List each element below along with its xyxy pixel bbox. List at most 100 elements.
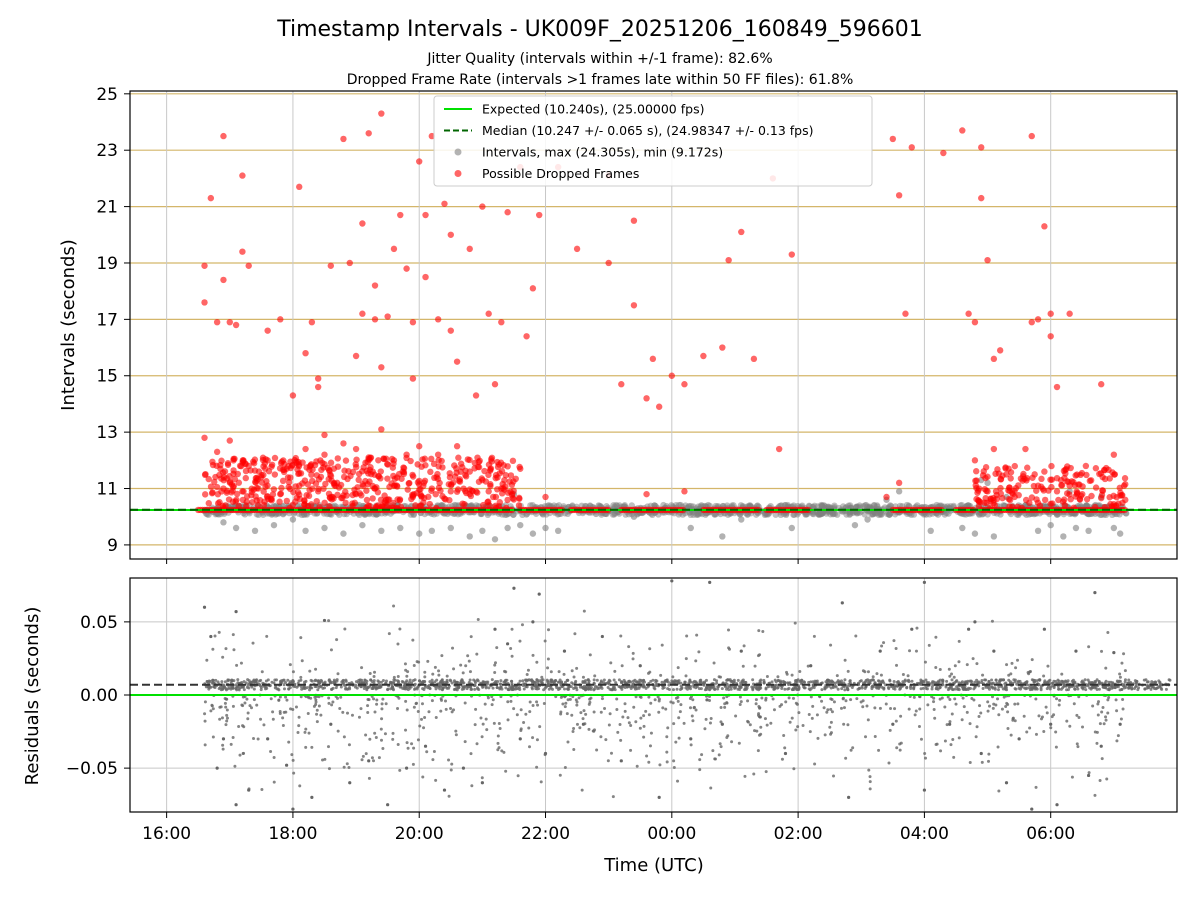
interval-point — [1116, 530, 1124, 537]
residual-marker — [973, 685, 977, 689]
residual-marker — [295, 685, 299, 689]
dropped-frame-marker — [501, 476, 508, 484]
residual-marker — [887, 761, 891, 765]
dropped-frame-marker — [1019, 477, 1026, 484]
dropped-frame-point — [1041, 468, 1048, 475]
residual-marker — [1045, 711, 1049, 715]
residual-marker — [284, 695, 288, 699]
residual-marker — [445, 674, 449, 678]
residual-marker — [448, 678, 452, 682]
dropped-frame-marker — [285, 483, 292, 491]
residual-marker — [873, 735, 877, 739]
dropped-frame-marker — [296, 470, 303, 477]
dropped-frame-point — [213, 318, 221, 326]
residual-marker — [794, 701, 798, 705]
residual-marker — [504, 686, 508, 690]
residual-marker — [282, 687, 286, 691]
interval-point — [1060, 533, 1067, 540]
dropped-frame-marker — [301, 501, 308, 509]
residual-marker — [376, 679, 380, 683]
residual-marker — [271, 717, 275, 721]
residual-marker — [420, 702, 424, 706]
residual-marker — [1102, 722, 1106, 726]
residual-marker — [846, 669, 850, 673]
residual-marker — [1077, 716, 1081, 720]
dropped-frame-point — [504, 209, 511, 216]
residual-marker — [536, 703, 540, 707]
residual-marker — [627, 680, 631, 684]
residual-marker — [802, 680, 806, 684]
residual-marker — [619, 738, 623, 742]
residual-marker — [759, 725, 763, 729]
residual-marker — [764, 687, 768, 691]
residual-marker — [752, 685, 756, 689]
residual-marker — [278, 710, 282, 714]
residual-marker — [953, 681, 957, 685]
residual-marker — [255, 703, 259, 707]
dropped-frame-point — [384, 313, 391, 320]
residual-marker — [737, 684, 741, 688]
residual-marker — [945, 679, 949, 683]
dropped-frame-point — [378, 364, 385, 371]
residual-marker — [371, 686, 375, 690]
residual-marker — [705, 687, 709, 691]
dropped-frame-marker — [451, 462, 458, 469]
dropped-frame-marker — [1034, 499, 1042, 506]
residual-marker — [866, 678, 870, 682]
residual-marker — [546, 682, 550, 686]
residual-marker — [1065, 719, 1069, 723]
dropped-frame-marker — [407, 457, 414, 465]
residual-marker — [829, 720, 833, 724]
residual-marker — [519, 708, 523, 712]
dropped-frame-point — [649, 355, 657, 363]
residual-marker — [1005, 663, 1009, 667]
dropped-frame-point — [1034, 316, 1042, 323]
residual-marker — [947, 686, 951, 690]
residual-marker — [1119, 717, 1123, 721]
interval-point — [630, 513, 638, 520]
dropped-frame-point — [990, 355, 998, 363]
residual-marker — [907, 680, 911, 684]
residual-marker — [341, 710, 345, 714]
residual-marker — [582, 680, 586, 684]
residual-marker — [1046, 664, 1050, 668]
dropped-frame-point — [990, 445, 998, 453]
residual-marker — [357, 715, 361, 719]
dropped-frame-point — [971, 318, 979, 326]
residual-marker — [712, 687, 716, 691]
residual-marker — [333, 680, 337, 684]
dropped-frame-marker — [973, 495, 980, 503]
residual-marker — [593, 684, 597, 688]
residual-marker — [403, 682, 407, 686]
residual-marker — [542, 688, 546, 692]
dropped-frame-point — [314, 383, 322, 391]
dropped-frame-marker — [488, 454, 496, 461]
residual-marker — [962, 687, 966, 691]
residual-marker — [1120, 687, 1124, 691]
residual-marker — [661, 686, 665, 690]
residual-marker — [242, 725, 246, 729]
residual-marker — [997, 713, 1001, 717]
residual-marker — [416, 738, 420, 742]
residual-marker — [676, 779, 680, 783]
dropped-frame-marker — [1002, 464, 1009, 471]
residual-marker — [807, 687, 811, 691]
residual-marker — [1123, 680, 1127, 684]
dropped-frame-point — [536, 211, 543, 219]
residual-marker — [674, 679, 678, 683]
dropped-frame-marker — [309, 485, 316, 492]
dropped-frame-marker — [342, 499, 349, 507]
residual-marker — [1016, 679, 1020, 683]
residual-marker — [454, 733, 458, 737]
dropped-frame-marker — [230, 455, 237, 463]
residual-marker — [260, 670, 264, 674]
dropped-frame-marker — [328, 496, 335, 503]
residual-marker — [1120, 661, 1124, 665]
residual-marker — [473, 723, 477, 727]
dropped-frame-marker — [209, 489, 216, 496]
dropped-frame-point — [447, 488, 454, 495]
dropped-frame-marker — [404, 486, 411, 493]
dropped-frame-marker — [342, 457, 350, 464]
residual-marker — [336, 672, 340, 676]
residual-marker — [1004, 686, 1008, 690]
